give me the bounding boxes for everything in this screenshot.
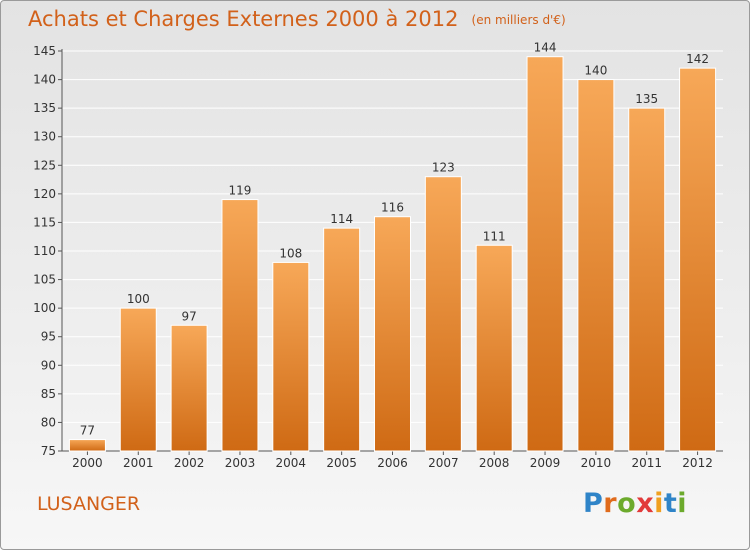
y-tick-label: 125 <box>33 158 56 172</box>
chart-unit: (en milliers d'€) <box>471 13 566 27</box>
value-label-2003: 119 <box>229 184 252 198</box>
bar-2003 <box>221 199 259 452</box>
y-tick-label: 120 <box>33 187 56 201</box>
logo-letter: t <box>663 488 678 519</box>
bar-2004 <box>272 261 310 452</box>
value-label-2000: 77 <box>80 424 95 438</box>
logo-letter: o <box>617 488 637 519</box>
bar-2010 <box>577 79 615 452</box>
logo-letter: i <box>677 488 688 519</box>
x-tick-label: 2008 <box>479 456 510 470</box>
value-label-2004: 108 <box>279 246 302 260</box>
y-tick-label: 85 <box>41 387 56 401</box>
y-tick-label: 100 <box>33 301 56 315</box>
x-tick-label: 2000 <box>72 456 103 470</box>
x-tick-label: 2001 <box>123 456 154 470</box>
x-tick-label: 2011 <box>631 456 662 470</box>
logo-letter: r <box>603 488 618 519</box>
x-tick-label: 2003 <box>225 456 256 470</box>
bar-2007 <box>424 176 462 452</box>
value-label-2005: 114 <box>330 212 353 226</box>
bar-2005 <box>323 227 361 452</box>
x-tick-label: 2012 <box>682 456 713 470</box>
x-tick-label: 2004 <box>276 456 307 470</box>
logo-letter: P <box>583 488 604 519</box>
y-tick-label: 105 <box>33 273 56 287</box>
y-tick-label: 80 <box>41 415 56 429</box>
bars <box>68 56 717 452</box>
y-tick-label: 75 <box>41 444 56 458</box>
x-tick-label: 2002 <box>174 456 205 470</box>
value-label-2008: 111 <box>483 229 506 243</box>
bar-2006 <box>374 216 411 452</box>
location-label: LUSANGER <box>37 493 141 515</box>
x-tick-label: 2005 <box>326 456 357 470</box>
bar-2012 <box>679 67 717 452</box>
chart-title: Achats et Charges Externes 2000 à 2012 <box>28 7 459 31</box>
bar-2011 <box>628 107 666 452</box>
y-tick-label: 115 <box>33 215 56 229</box>
y-tick-label: 140 <box>33 73 56 87</box>
bar-2000 <box>68 439 106 452</box>
x-tick-label: 2010 <box>581 456 612 470</box>
proxiti-logo: Proxiti <box>583 488 687 519</box>
value-label-2001: 100 <box>127 292 150 306</box>
value-labels: 77 100 97 119 108 114 116 123 111 144 140 135 142 <box>80 41 709 438</box>
bar-2008 <box>475 244 513 452</box>
y-tick-label: 110 <box>33 244 56 258</box>
value-label-2006: 116 <box>381 201 404 215</box>
bar-2001 <box>119 307 157 452</box>
bar-2009 <box>526 56 564 452</box>
value-label-2012: 142 <box>686 52 709 66</box>
value-label-2002: 97 <box>181 309 196 323</box>
y-tick-label: 95 <box>41 330 56 344</box>
y-tick-label: 90 <box>41 358 56 372</box>
value-label-2010: 140 <box>584 64 607 78</box>
value-label-2009: 144 <box>534 41 557 55</box>
title-block: Achats et Charges Externes 2000 à 2012 (… <box>28 7 566 31</box>
y-tick-label: 130 <box>33 130 56 144</box>
x-tick-label: 2006 <box>377 456 408 470</box>
x-tick-label: 2007 <box>428 456 459 470</box>
x-tick-label: 2009 <box>530 456 561 470</box>
value-label-2011: 135 <box>635 92 658 106</box>
y-tick-label: 145 <box>33 44 56 58</box>
bar-2002 <box>170 324 208 452</box>
logo-letter: x <box>636 488 655 519</box>
value-label-2007: 123 <box>432 161 455 175</box>
logo-letter: i <box>654 488 664 519</box>
y-tick-label: 135 <box>33 101 56 115</box>
